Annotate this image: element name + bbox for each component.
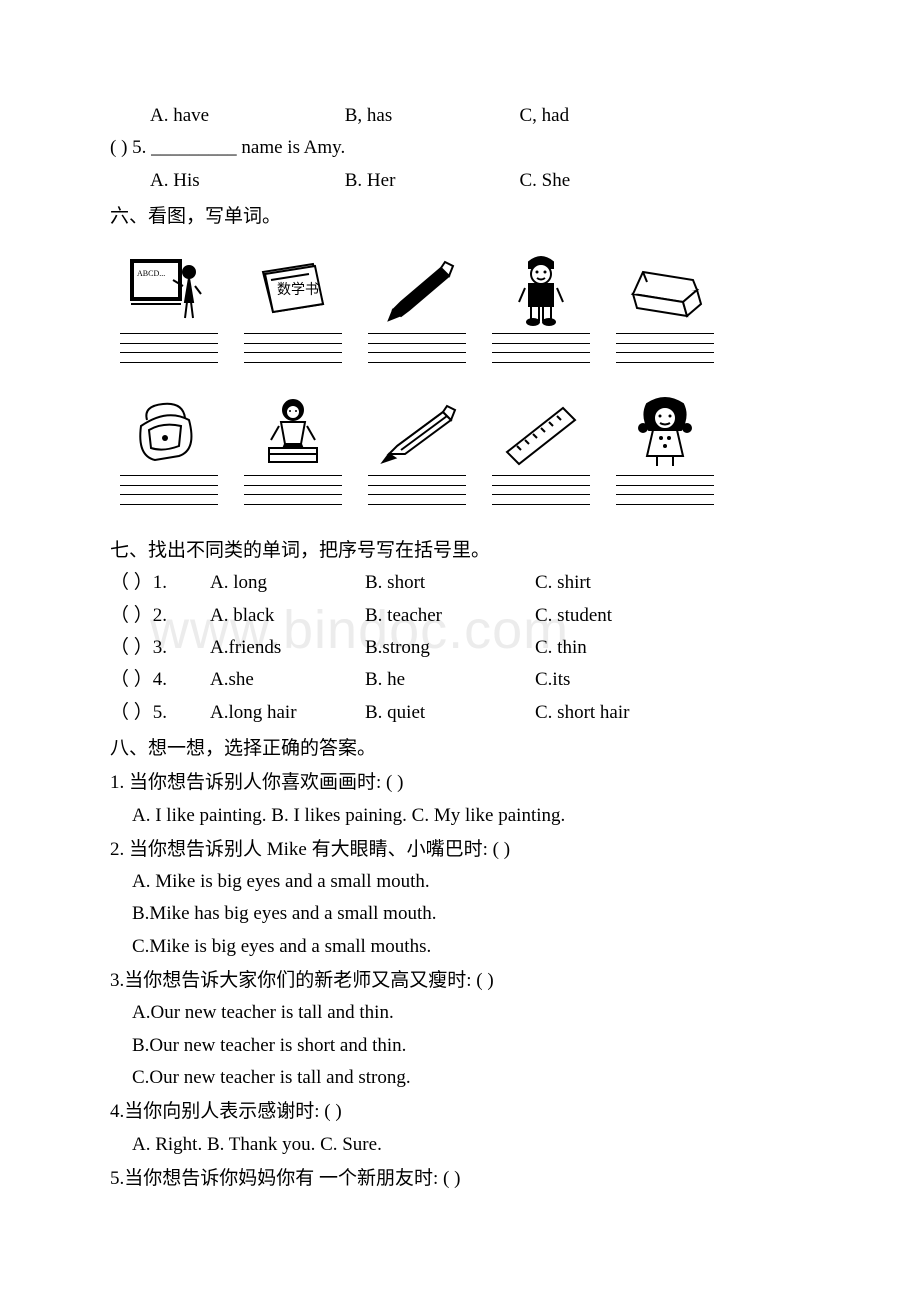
q5-opt-b: B. Her xyxy=(345,165,515,197)
q7-2-a: A. black xyxy=(210,600,365,632)
q7-3-paren: （ ）3. xyxy=(110,632,210,664)
pic-ruler xyxy=(492,393,590,505)
q7-4-c: C.its xyxy=(535,664,570,696)
q4-options-row: A. have B, has C, had xyxy=(110,100,820,132)
q8-4-stem: 4.当你向别人表示感谢时: ( ) xyxy=(110,1096,820,1128)
q8-1-opts: A. I like painting. B. I likes paining. … xyxy=(110,800,820,832)
q5-opt-a: A. His xyxy=(150,165,340,197)
q8-1-stem: 1. 当你想告诉别人你喜欢画画时: ( ) xyxy=(110,767,820,799)
q7-5-a: A.long hair xyxy=(210,697,365,729)
picture-row-2 xyxy=(120,393,820,505)
q7-4-a: A.she xyxy=(210,664,365,696)
q7-2-b: B. teacher xyxy=(365,600,535,632)
answer-lines xyxy=(244,333,342,363)
pic-pencil xyxy=(368,393,466,505)
q7-row-2: （ ）2. A. black B. teacher C. student xyxy=(110,600,820,632)
q8-2-stem: 2. 当你想告诉别人 Mike 有大眼睛、小嘴巴时: ( ) xyxy=(110,834,820,866)
q7-3-c: C. thin xyxy=(535,632,587,664)
q7-5-b: B. quiet xyxy=(365,697,535,729)
pic-boy xyxy=(492,251,590,363)
svg-text:数学书: 数学书 xyxy=(277,282,319,298)
q4-opt-c: C, had xyxy=(520,100,570,132)
q7-row-1: （ ）1. A. long B. short C. shirt xyxy=(110,567,820,599)
q7-4-paren: （ ）4. xyxy=(110,664,210,696)
q8-3-c: C.Our new teacher is tall and strong. xyxy=(110,1062,820,1094)
q8-3-b: B.Our new teacher is short and thin. xyxy=(110,1030,820,1062)
answer-lines xyxy=(368,475,466,505)
pic-pencil-case xyxy=(616,251,714,363)
q7-row-4: （ ）4. A.she B. he C.its xyxy=(110,664,820,696)
q7-1-a: A. long xyxy=(210,567,365,599)
q7-1-paren: （ ）1. xyxy=(110,567,210,599)
q7-5-c: C. short hair xyxy=(535,697,629,729)
q7-3-a: A.friends xyxy=(210,632,365,664)
q8-2-a: A. Mike is big eyes and a small mouth. xyxy=(110,866,820,898)
section6-title: 六、看图，写单词。 xyxy=(110,201,820,233)
q7-5-paren: （ ）5. xyxy=(110,697,210,729)
pic-teacher: ABCD... xyxy=(120,251,218,363)
q7-row-5: （ ）5. A.long hair B. quiet C. short hair xyxy=(110,697,820,729)
q8-2-c: C.Mike is big eyes and a small mouths. xyxy=(110,931,820,963)
q8-3-stem: 3.当你想告诉大家你们的新老师又高又瘦时: ( ) xyxy=(110,965,820,997)
svg-text:ABCD...: ABCD... xyxy=(137,269,165,278)
q8-4-opts: A. Right. B. Thank you. C. Sure. xyxy=(110,1129,820,1161)
q4-opt-b: B, has xyxy=(345,100,515,132)
pic-girl xyxy=(616,393,714,505)
q5-prefix: ( ) 5. xyxy=(110,137,151,158)
q5-stem: ( ) 5. _________ name is Amy. xyxy=(110,132,820,164)
answer-lines xyxy=(492,333,590,363)
section8-title: 八、想一想，选择正确的答案。 xyxy=(110,733,820,765)
q7-1-c: C. shirt xyxy=(535,567,591,599)
q8-2-b: B.Mike has big eyes and a small mouth. xyxy=(110,898,820,930)
answer-lines xyxy=(120,333,218,363)
answer-lines xyxy=(244,475,342,505)
q4-opt-a: A. have xyxy=(150,100,340,132)
pic-student xyxy=(244,393,342,505)
q8-5-stem: 5.当你想告诉你妈妈你有 一个新朋友时: ( ) xyxy=(110,1163,820,1195)
q7-1-b: B. short xyxy=(365,567,535,599)
answer-lines xyxy=(120,475,218,505)
picture-row-1: ABCD... 数学书 xyxy=(120,251,820,363)
q7-row-3: （ ）3. A.friends B.strong C. thin xyxy=(110,632,820,664)
q8-3-a: A.Our new teacher is tall and thin. xyxy=(110,997,820,1029)
q7-4-b: B. he xyxy=(365,664,535,696)
answer-lines xyxy=(492,475,590,505)
section7-title: 七、找出不同类的单词，把序号写在括号里。 xyxy=(110,535,820,567)
q5-opt-c: C. She xyxy=(520,165,571,197)
q7-2-c: C. student xyxy=(535,600,612,632)
q5-suffix: name is Amy. xyxy=(237,137,346,158)
q5-options-row: A. His B. Her C. She xyxy=(110,165,820,197)
q7-2-paren: （ ）2. xyxy=(110,600,210,632)
pic-schoolbag xyxy=(120,393,218,505)
answer-lines xyxy=(616,475,714,505)
answer-lines xyxy=(616,333,714,363)
answer-lines xyxy=(368,333,466,363)
pic-book: 数学书 xyxy=(244,251,342,363)
pic-pen xyxy=(368,251,466,363)
q7-3-b: B.strong xyxy=(365,632,535,664)
q5-blank: _________ xyxy=(151,137,237,158)
